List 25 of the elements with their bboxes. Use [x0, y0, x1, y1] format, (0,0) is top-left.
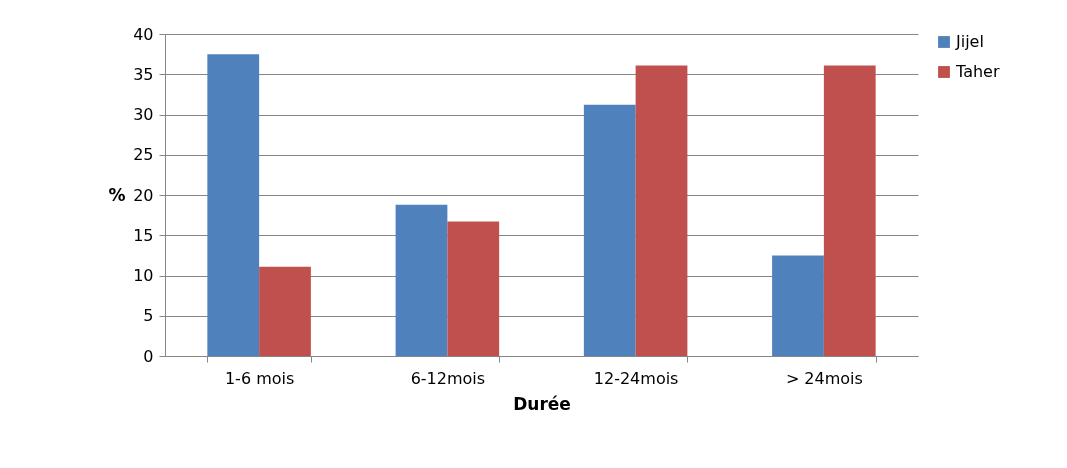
- x-tick-label: 6-12mois: [410, 368, 486, 388]
- bar: [823, 65, 876, 356]
- legend-label: Taher: [955, 62, 1000, 81]
- x-tick-label: > 24mois: [785, 368, 863, 388]
- y-tick-label: 15: [133, 225, 154, 245]
- bar: [395, 204, 448, 356]
- y-tick-label: 35: [133, 64, 154, 84]
- legend-label: Jijel: [955, 32, 984, 51]
- y-tick-label: 10: [133, 266, 154, 285]
- y-tick-label: 25: [133, 145, 154, 165]
- x-tick-label: 1-6 mois: [224, 368, 295, 388]
- y-tick-label: 30: [133, 105, 154, 124]
- x-tick-label: 12-24mois: [593, 368, 679, 388]
- bar: [207, 54, 260, 356]
- bar: [447, 221, 500, 356]
- bar: [772, 255, 824, 356]
- y-axis-title: %: [108, 184, 126, 205]
- bar: [635, 65, 688, 356]
- y-tick-label: 0: [143, 346, 154, 366]
- y-tick-label: 5: [143, 306, 154, 326]
- x-axis-title: Durée: [513, 393, 571, 414]
- y-tick-label: 40: [133, 24, 154, 44]
- bar: [583, 104, 636, 356]
- y-tick-label: 20: [133, 185, 154, 205]
- bar: [259, 266, 311, 356]
